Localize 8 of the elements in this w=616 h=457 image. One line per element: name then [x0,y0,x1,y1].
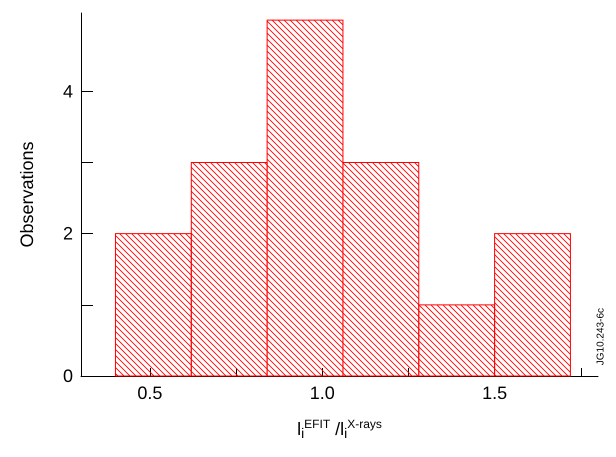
y-tick-label: 2 [62,224,73,244]
x-tick-label: 1.0 [310,383,335,403]
annotation: JG10.243-6c [596,308,606,366]
x-tick-label: 1.5 [482,383,508,403]
y-tick-label: 0 [62,366,73,386]
y-axis-title: Observations [17,141,37,248]
y-tick-label: 4 [62,81,73,102]
x-tick-label: 0.5 [137,383,162,403]
